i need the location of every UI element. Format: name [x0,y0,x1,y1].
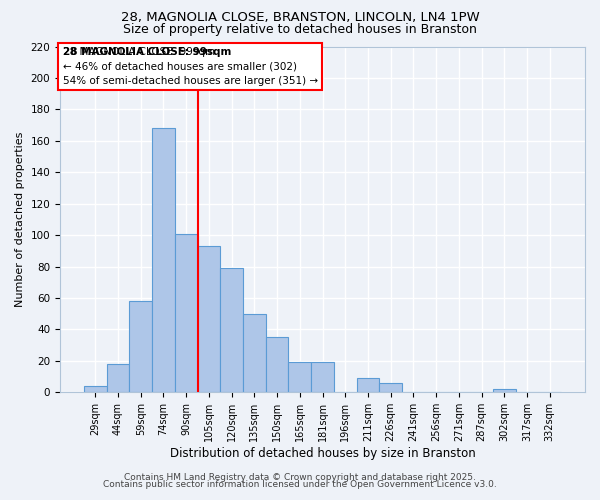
Bar [379,383,402,392]
Bar [493,389,515,392]
Bar [197,246,220,392]
Bar [356,378,379,392]
Bar [266,338,289,392]
Bar [107,364,130,392]
Text: Size of property relative to detached houses in Branston: Size of property relative to detached ho… [123,22,477,36]
Bar [84,386,107,392]
Y-axis label: Number of detached properties: Number of detached properties [15,132,25,307]
Bar [152,128,175,392]
Text: 28 MAGNOLIA CLOSE: 99sqm: 28 MAGNOLIA CLOSE: 99sqm [62,47,231,57]
Bar [289,362,311,392]
Bar [311,362,334,392]
Bar [243,314,266,392]
Text: 28, MAGNOLIA CLOSE, BRANSTON, LINCOLN, LN4 1PW: 28, MAGNOLIA CLOSE, BRANSTON, LINCOLN, L… [121,11,479,24]
Text: Contains HM Land Registry data © Crown copyright and database right 2025.: Contains HM Land Registry data © Crown c… [124,473,476,482]
Text: Contains public sector information licensed under the Open Government Licence v3: Contains public sector information licen… [103,480,497,489]
Bar [220,268,243,392]
Bar [175,234,197,392]
Bar [130,301,152,392]
Text: 28 MAGNOLIA CLOSE: 99sqm
← 46% of detached houses are smaller (302)
54% of semi-: 28 MAGNOLIA CLOSE: 99sqm ← 46% of detach… [62,47,318,86]
X-axis label: Distribution of detached houses by size in Branston: Distribution of detached houses by size … [170,447,475,460]
